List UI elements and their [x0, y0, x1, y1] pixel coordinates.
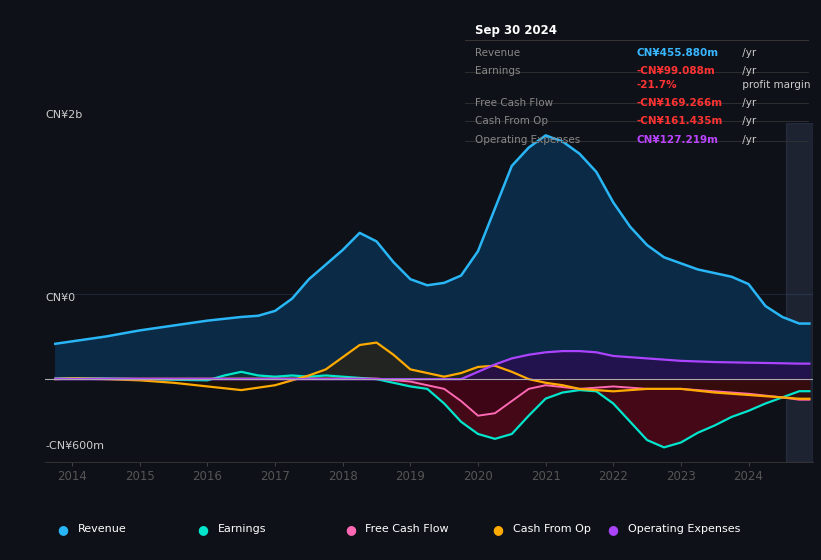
- Text: Free Cash Flow: Free Cash Flow: [475, 98, 553, 108]
- Text: Operating Expenses: Operating Expenses: [475, 136, 580, 146]
- Text: -CN¥99.088m: -CN¥99.088m: [636, 66, 715, 76]
- Text: -CN¥161.435m: -CN¥161.435m: [636, 116, 722, 126]
- Text: profit margin: profit margin: [739, 80, 810, 90]
- Text: CN¥2b: CN¥2b: [45, 110, 82, 120]
- Text: ●: ●: [608, 522, 618, 536]
- Text: Free Cash Flow: Free Cash Flow: [365, 524, 449, 534]
- Text: Cash From Op: Cash From Op: [513, 524, 591, 534]
- Text: ●: ●: [197, 522, 208, 536]
- Text: /yr: /yr: [739, 66, 756, 76]
- Text: Earnings: Earnings: [218, 524, 266, 534]
- Text: /yr: /yr: [739, 116, 756, 126]
- Text: -CN¥169.266m: -CN¥169.266m: [636, 98, 722, 108]
- Text: Earnings: Earnings: [475, 66, 521, 76]
- Text: /yr: /yr: [739, 136, 756, 146]
- Text: CN¥0: CN¥0: [45, 293, 76, 303]
- Text: Revenue: Revenue: [78, 524, 126, 534]
- Text: CN¥127.219m: CN¥127.219m: [636, 136, 718, 146]
- Text: -CN¥600m: -CN¥600m: [45, 441, 104, 451]
- Text: ●: ●: [493, 522, 503, 536]
- Text: Cash From Op: Cash From Op: [475, 116, 548, 126]
- Text: Sep 30 2024: Sep 30 2024: [475, 24, 557, 38]
- Text: -21.7%: -21.7%: [636, 80, 677, 90]
- Text: /yr: /yr: [739, 48, 756, 58]
- Bar: [786, 123, 813, 462]
- Text: /yr: /yr: [739, 98, 756, 108]
- Text: CN¥455.880m: CN¥455.880m: [636, 48, 718, 58]
- Text: Revenue: Revenue: [475, 48, 521, 58]
- Text: ●: ●: [345, 522, 355, 536]
- Text: Operating Expenses: Operating Expenses: [628, 524, 741, 534]
- Text: ●: ●: [57, 522, 68, 536]
